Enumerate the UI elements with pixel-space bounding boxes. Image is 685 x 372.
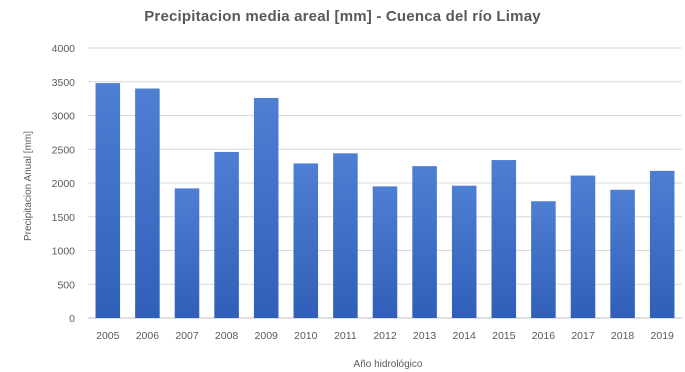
bar-2007 — [174, 188, 200, 318]
bar-2016 — [531, 201, 556, 318]
x-tick-label: 2013 — [413, 330, 437, 342]
x-tick-label: 2012 — [373, 330, 397, 342]
bar-2015 — [491, 160, 517, 318]
x-tick-label: 2009 — [255, 330, 279, 342]
bar-2009 — [253, 97, 279, 318]
x-tick-label: 2006 — [136, 330, 160, 342]
x-tick-label: 2010 — [294, 330, 318, 342]
bar-2018 — [610, 189, 635, 318]
y-tick-label: 2000 — [52, 178, 76, 190]
y-axis-ticks: 0 500 1000 1500 2000 2500 3000 3500 4000 — [52, 43, 76, 325]
y-tick-label: 1000 — [52, 246, 76, 258]
x-tick-label: 2018 — [611, 330, 635, 342]
bar-2019 — [649, 170, 675, 318]
x-tick-label: 2016 — [532, 330, 556, 342]
y-tick-label: 2500 — [52, 144, 76, 156]
x-tick-label: 2011 — [334, 330, 357, 342]
bar-2012 — [372, 186, 398, 318]
y-axis-title: Precipitacion Anual [mm] — [23, 131, 34, 241]
y-tick-label: 500 — [57, 279, 75, 291]
bar-2006 — [135, 88, 160, 318]
bar-2005 — [95, 83, 121, 318]
bar-2010 — [293, 163, 319, 318]
bar-2013 — [412, 166, 437, 318]
x-tick-label: 2015 — [492, 330, 516, 342]
x-axis-ticks: 2005 2006 2007 2008 2009 2010 2011 2012 2013 2014… — [96, 330, 674, 342]
x-tick-label: 2017 — [571, 330, 595, 342]
x-axis-title: Año hidrológico — [354, 359, 423, 370]
y-tick-label: 0 — [69, 313, 75, 325]
x-tick-label: 2007 — [175, 330, 199, 342]
x-tick-label: 2014 — [453, 330, 477, 342]
chart-title: Precipitacion media areal [mm] - Cuenca … — [144, 8, 541, 25]
bar-2008 — [214, 151, 239, 318]
bars — [95, 83, 675, 318]
bar-2011 — [333, 153, 358, 318]
x-tick-label: 2008 — [215, 330, 239, 342]
x-tick-label: 2005 — [96, 330, 120, 342]
y-tick-label: 3000 — [52, 111, 76, 123]
y-tick-label: 4000 — [52, 43, 76, 55]
y-tick-label: 1500 — [52, 212, 76, 224]
x-tick-label: 2019 — [651, 330, 675, 342]
bar-2014 — [451, 185, 477, 318]
y-tick-label: 3500 — [52, 77, 76, 89]
bar-2017 — [570, 175, 596, 318]
